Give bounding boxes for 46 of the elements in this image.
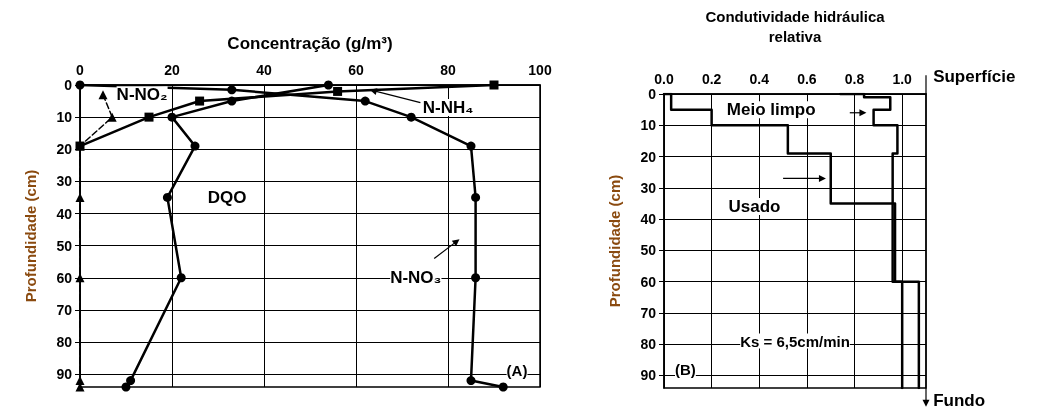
x-tick-label: 100 [528,62,552,78]
text: Usado [728,197,781,217]
x-tick-label: 40 [256,62,272,78]
y-tick-label: 30 [56,173,73,190]
y-tick-label: 70 [640,304,657,321]
x-axis-title: Condutividade hidráulica relativa [705,7,886,45]
x-axis-title: Concentração (g/m³) [227,33,393,53]
y-tick-label: 0 [648,86,657,102]
y-tick-label: 40 [640,211,657,228]
x-tick-label: 0.2 [701,71,722,87]
legend-label: Meio limpo [726,100,816,120]
y-tick-label: 50 [640,242,657,259]
y-tick-label: 80 [640,336,657,353]
y-tick-label: 40 [56,205,73,222]
x-tick-label: 0.0 [654,71,674,87]
y-tick-label: 30 [640,179,657,196]
series-label: N-NO₂ [116,85,168,105]
y-axis-title: Profundidade (cm) [22,169,39,303]
y-tick-label: 60 [56,269,73,286]
y-tick-label: 50 [56,237,73,254]
y-tick-label: 90 [56,366,73,383]
x-tick-label: 1.0 [892,71,913,87]
y-tick-label: 90 [640,367,657,384]
series-label: N-NO₃ [390,268,442,288]
y-tick-label: 60 [640,273,657,290]
text: Fundo [933,391,986,410]
x-tick-label: 0.6 [797,71,817,87]
y-tick-label: 10 [640,117,657,134]
x-tick-label: 0 [76,62,85,78]
x-tick-label: 80 [440,62,456,78]
annotation: Ks = 6,5cm/min [740,332,850,350]
text: Superfície [933,67,1016,87]
y-tick-label: 20 [56,141,73,158]
y-tick-label: 70 [56,301,73,318]
x-tick-label: 0.8 [844,71,865,87]
annotation: (B) [675,360,696,378]
y-axis-title: Profundidade (cm) [606,174,623,308]
x-tick-label: 0.4 [749,71,770,87]
y-tick-label: 20 [640,148,657,165]
annotation: (A) [506,362,528,380]
series-label: DQO [207,187,247,207]
legend-label: N-NH₄ [422,97,474,117]
x-tick-label: 60 [348,62,364,78]
y-tick-label: 10 [56,109,73,126]
y-tick-label: 80 [56,334,73,351]
x-tick-label: 20 [164,62,180,78]
